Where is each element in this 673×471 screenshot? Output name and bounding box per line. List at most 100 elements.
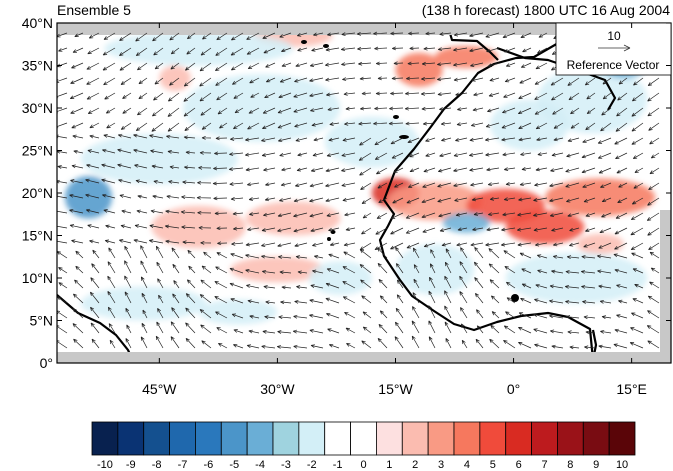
wind-vector-arrow <box>476 325 484 334</box>
wind-vector-arrow <box>444 275 452 289</box>
wind-vector-arrow <box>630 212 644 221</box>
wind-vector-arrow <box>533 197 548 202</box>
wind-vector-arrow <box>72 134 84 139</box>
wind-vector-arrow <box>86 92 100 100</box>
colorbar-swatch <box>505 421 532 456</box>
wind-vector-arrow <box>437 167 452 173</box>
wind-vector-arrow <box>166 194 180 199</box>
wind-vector-arrow <box>70 77 84 84</box>
wind-vector-arrow <box>105 107 116 114</box>
wind-vector-arrow <box>119 62 132 71</box>
wind-vector-arrow <box>86 77 100 85</box>
wind-vector-arrow <box>650 152 660 159</box>
wind-vector-arrow <box>537 269 548 274</box>
wind-vector-arrow <box>91 263 100 274</box>
wind-vector-arrow <box>151 107 164 117</box>
wind-vector-arrow <box>310 227 324 233</box>
wind-vector-arrow <box>265 77 276 83</box>
wind-vector-arrow <box>229 152 244 156</box>
wind-vector-arrow <box>328 343 340 349</box>
wind-vector-arrow <box>141 322 148 334</box>
wind-vector-arrow <box>393 167 404 173</box>
wind-vector-arrow <box>124 291 132 304</box>
wind-vector-arrow <box>214 151 228 156</box>
wind-vector-arrow <box>140 336 148 349</box>
wind-vector-arrow <box>184 62 196 71</box>
wind-vector-arrow <box>634 167 644 173</box>
wind-vector-arrow <box>597 254 612 259</box>
colorbar-swatch <box>91 421 119 456</box>
wind-vector-arrow <box>171 307 180 319</box>
colorbar-label: 0 <box>360 459 366 471</box>
wind-vector-arrow <box>214 296 228 304</box>
wind-vector-arrow <box>602 77 612 85</box>
wind-vector-arrow <box>156 321 164 334</box>
wind-vector-arrow <box>310 284 324 289</box>
wind-vector-arrow <box>142 309 148 319</box>
wind-vector-arrow <box>428 320 436 334</box>
wind-vector-arrow <box>200 47 212 56</box>
wind-vector-arrow <box>167 150 180 154</box>
wind-vector-arrow <box>570 107 580 115</box>
wind-vector-arrow <box>394 321 404 334</box>
wind-vector-arrow <box>295 137 308 142</box>
wind-vector-arrow <box>359 137 372 146</box>
wind-vector-arrow <box>203 251 212 259</box>
missing-data-regions <box>57 23 671 363</box>
wind-vector-arrow <box>422 121 436 126</box>
wind-vector-arrow <box>166 134 180 139</box>
wind-vector-arrow <box>279 32 292 38</box>
wind-vector-arrow <box>567 330 580 335</box>
wind-vector-arrow <box>357 46 372 51</box>
wind-vector-arrow <box>423 242 436 248</box>
wind-vector-arrow <box>58 282 68 289</box>
colorbar-swatch <box>117 421 145 456</box>
wind-vector-arrow <box>164 224 180 229</box>
wind-vector-arrow <box>583 315 596 320</box>
wind-vector-arrow <box>278 255 292 259</box>
wind-vector-arrow <box>171 247 180 259</box>
wind-vector-arrow <box>614 242 628 250</box>
wind-vector-arrow <box>551 344 564 349</box>
wind-vector-arrow <box>553 122 564 129</box>
colorbar-label: -10 <box>97 459 113 471</box>
wind-vector-arrow <box>486 167 500 172</box>
wind-vector-arrow <box>312 242 324 247</box>
wind-vector-arrow <box>295 62 308 68</box>
shaded-feature-negative <box>505 252 648 304</box>
wind-vector-arrow <box>309 197 324 203</box>
wind-vector-arrow <box>618 182 628 188</box>
wind-vector-arrow <box>631 312 644 319</box>
wind-vector-arrow <box>549 182 564 188</box>
wind-vector-arrow <box>361 91 372 96</box>
wind-vector-arrow <box>395 307 404 319</box>
wind-vector-arrow <box>293 344 308 349</box>
wind-vector-arrow <box>505 311 516 319</box>
wind-vector-arrow <box>469 152 484 157</box>
wind-vector-arrow <box>569 242 580 247</box>
wind-vector-arrow <box>138 92 148 100</box>
wind-vector-arrow <box>504 265 516 274</box>
wind-vector-arrow <box>328 253 340 259</box>
wind-vector-arrow <box>396 294 404 304</box>
wind-vector-arrow <box>90 322 100 334</box>
colorbar-swatch <box>608 421 636 456</box>
wind-vector-arrow <box>470 242 484 247</box>
wind-vector-arrow <box>597 137 612 144</box>
colorbar-label: 7 <box>541 459 547 471</box>
wind-vector-arrow <box>460 247 468 259</box>
wind-vector-arrow <box>601 212 612 218</box>
wind-vector-arrow <box>629 342 644 349</box>
wind-vector-arrow <box>439 152 452 157</box>
wind-vector-arrow <box>504 167 516 171</box>
wind-vector-arrow <box>616 167 628 174</box>
wind-vector-arrow <box>444 305 452 319</box>
colorbar-label: -8 <box>152 459 162 471</box>
wind-vector-arrow <box>85 193 100 199</box>
wind-vector-arrow <box>503 325 516 334</box>
wind-vector-arrow <box>361 340 372 349</box>
wind-vector-arrow <box>412 306 420 319</box>
wind-vector-arrow <box>182 180 196 185</box>
wind-vector-arrow <box>172 263 180 274</box>
wind-vector-arrow <box>406 76 420 81</box>
